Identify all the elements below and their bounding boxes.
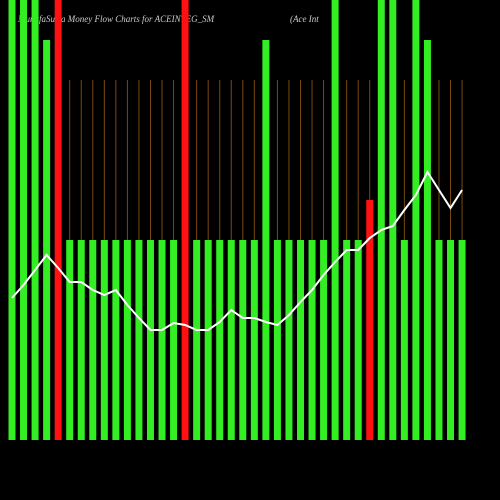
money-flow-line (11, 169, 463, 331)
bar (54, 0, 62, 440)
bar (89, 240, 97, 440)
bar (389, 0, 397, 440)
bar (100, 240, 108, 440)
bar (343, 240, 351, 440)
bar (31, 0, 39, 440)
bar (423, 40, 431, 440)
bar (239, 240, 247, 440)
bar (43, 40, 51, 440)
lines (11, 169, 463, 331)
bar (354, 240, 362, 440)
bar (320, 240, 328, 440)
bar (331, 0, 339, 440)
bar (20, 0, 28, 440)
bar (8, 0, 16, 440)
chart-title: MunafaSutra Money Flow Charts for ACEINT… (17, 14, 215, 24)
bar (181, 0, 189, 440)
bar (435, 240, 443, 440)
bar (170, 240, 178, 440)
bars (8, 0, 466, 440)
bar (204, 240, 212, 440)
bar (447, 240, 455, 440)
bar (458, 240, 466, 440)
bar (250, 240, 258, 440)
bar (262, 40, 270, 440)
bar (135, 240, 143, 440)
bar (193, 240, 201, 440)
bar (77, 240, 85, 440)
bar (273, 240, 281, 440)
bar (400, 240, 408, 440)
bar (158, 240, 166, 440)
bar (227, 240, 235, 440)
bar (285, 240, 293, 440)
bar (412, 0, 420, 440)
bar (112, 240, 120, 440)
bar (216, 240, 224, 440)
bar (66, 240, 74, 440)
bar (366, 200, 374, 440)
bar (308, 240, 316, 440)
bar (377, 0, 385, 440)
bar (146, 240, 154, 440)
bar (123, 240, 131, 440)
bar (297, 240, 304, 440)
chart-subtitle: (Ace Int (290, 14, 319, 24)
